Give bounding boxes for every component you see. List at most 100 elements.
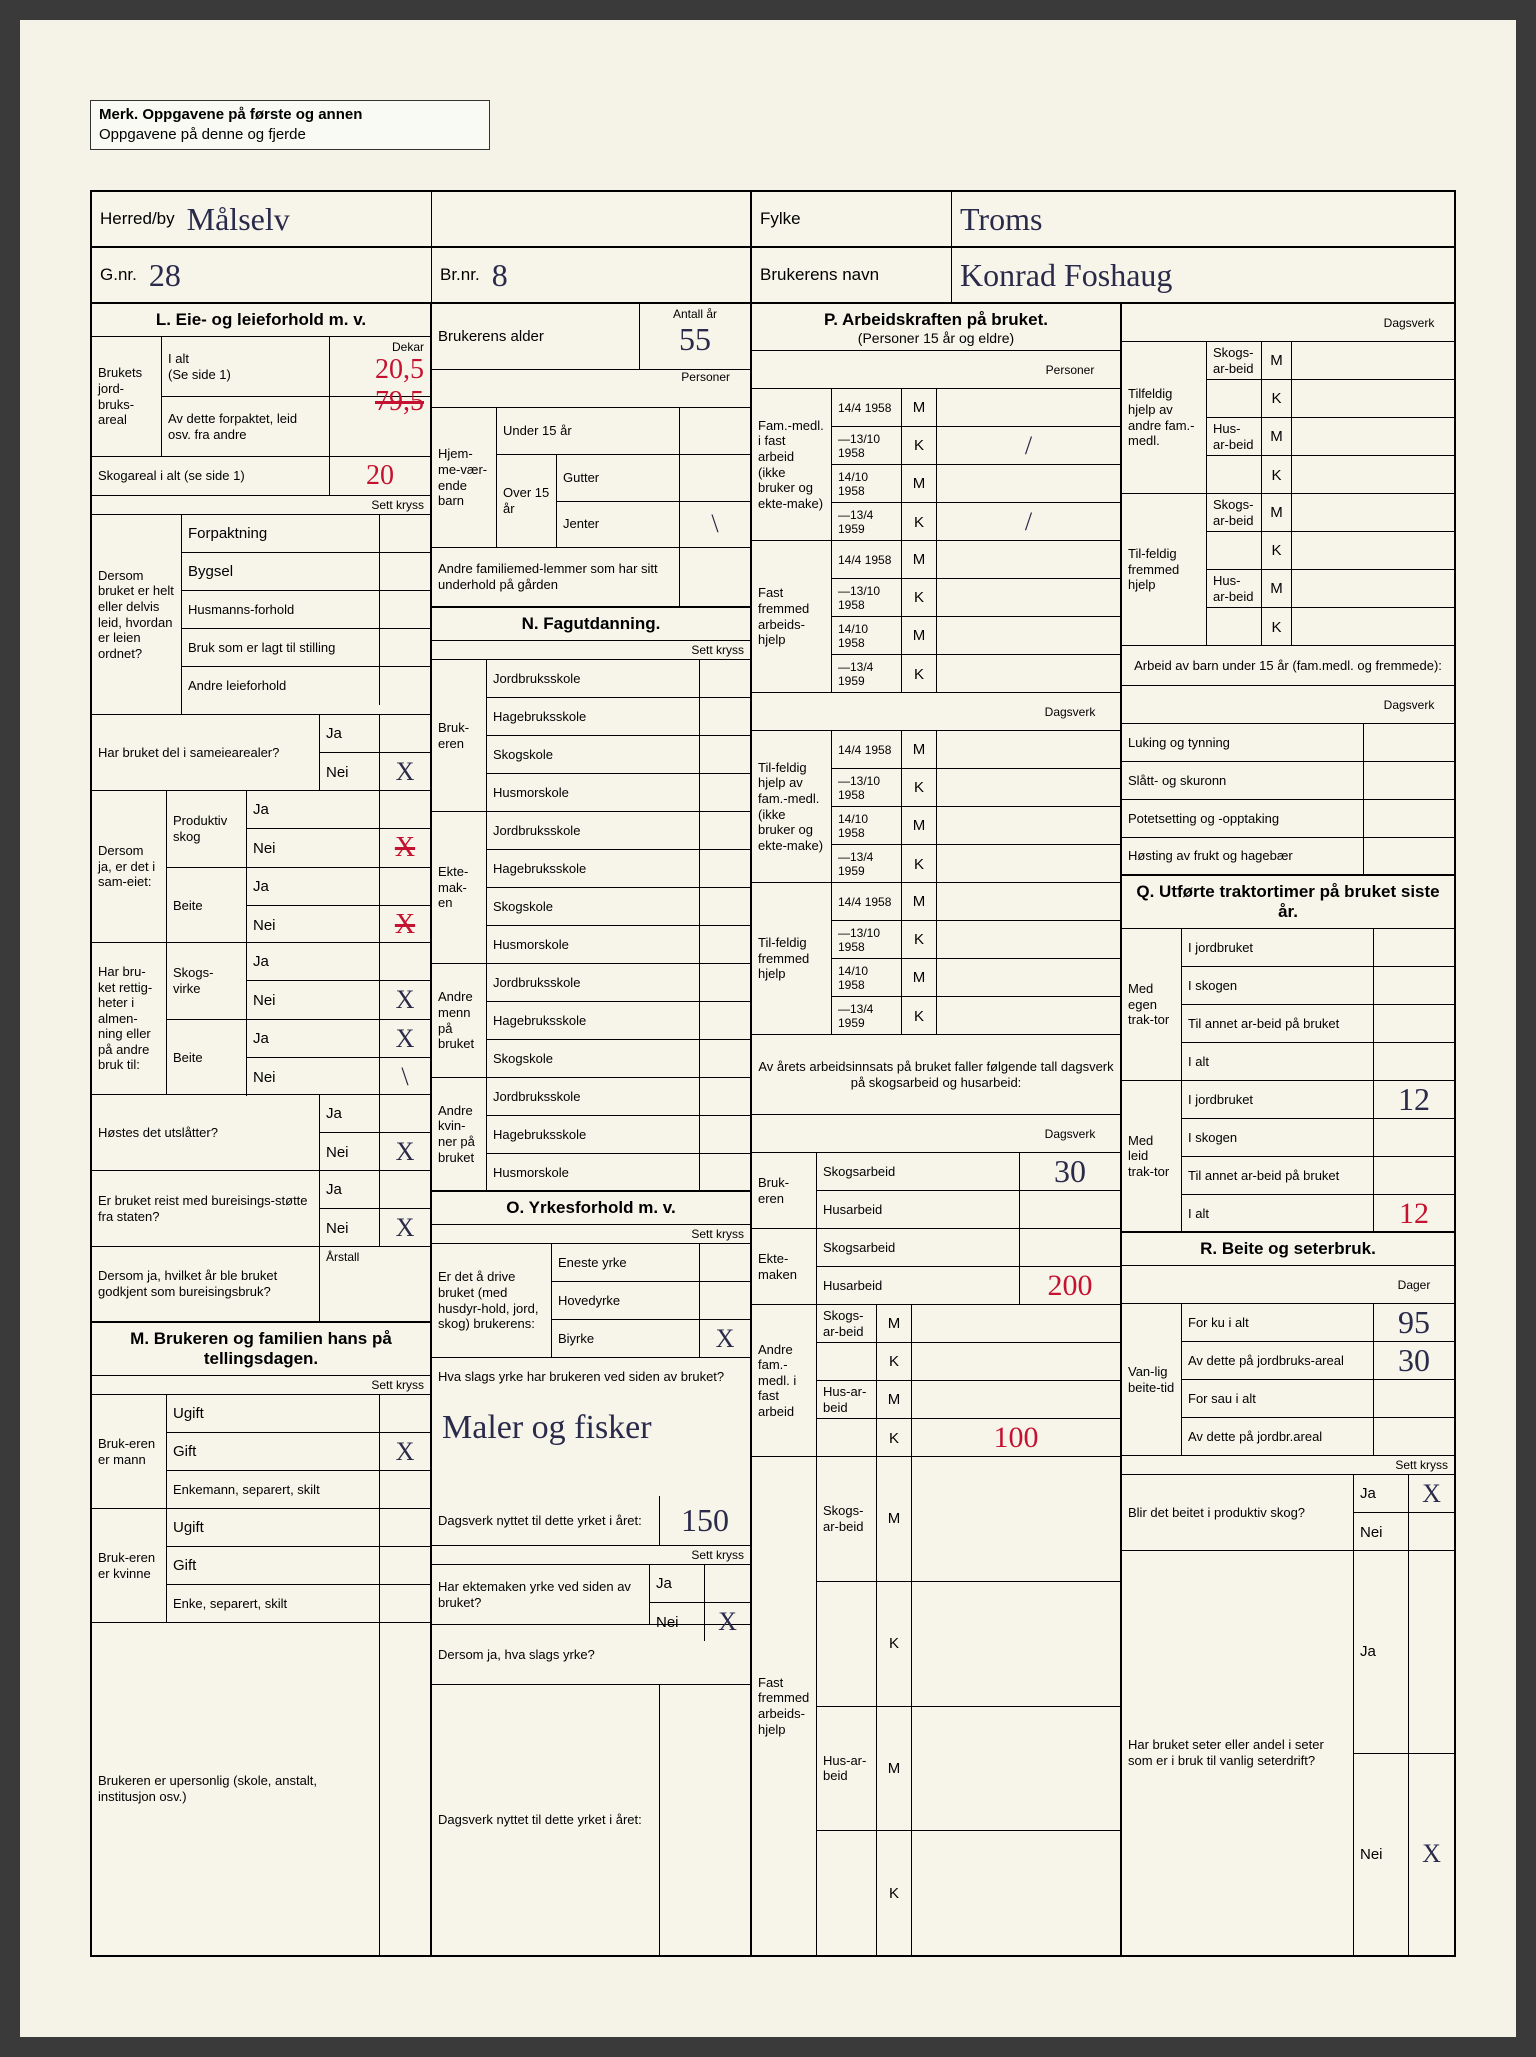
p-av-arets-label: Av årets arbeidsinnsats på bruket faller… — [752, 1035, 1120, 1114]
skogareal-label: Skogareal i alt (se side 1) — [92, 457, 330, 495]
p-hus: Husarbeid — [817, 1191, 1020, 1229]
p-hus3: Hus-ar-beid — [817, 1381, 877, 1418]
n-jord2: Jordbruksskole — [487, 812, 700, 849]
note-line1: Merk. Oppgavene på første og annen — [99, 106, 362, 123]
p-k10: K — [877, 1419, 912, 1457]
skogareal-row: Skogareal i alt (se side 1) 20 — [92, 457, 430, 496]
sett-kryss-l1: Sett kryss — [92, 496, 430, 515]
n-jord3: Jordbruksskole — [487, 964, 700, 1001]
p-personer: Personer — [1020, 351, 1120, 388]
n-ekte-row: Ekte-mak-en Jordbruksskole Hagebruksskol… — [432, 812, 750, 964]
avdette-label: Av dette forpaktet, leid osv. fra andre — [162, 397, 330, 456]
reist-row: Er bruket reist med bureisings-støtte fr… — [92, 1171, 430, 1247]
n-brukeren-row: Bruk-eren Jordbruksskole Hagebruksskole … — [432, 660, 750, 812]
p-k12: K — [877, 1831, 912, 1955]
p-fam-row: Fam.-medl. i fast arbeid (ikke bruker og… — [752, 389, 1120, 541]
r-avdette-sau: Av dette på jordbr.areal — [1182, 1418, 1374, 1456]
jenter: Jenter — [557, 502, 680, 548]
beite-nei-x: X — [395, 909, 415, 941]
reist-nei: Nei — [320, 1209, 380, 1247]
alder-row: Brukerens alder Antall år 55 — [432, 304, 750, 370]
p-bruk-row: Bruk-eren Skogsarbeid30 Husarbeid — [752, 1153, 1120, 1229]
sameie-ja: Ja — [320, 715, 380, 752]
o-biyrke: Biyrke — [552, 1320, 700, 1358]
dersom-ja: Dersom ja, er det i sam-eiet: — [92, 791, 167, 942]
r-seter-row: Har bruket seter eller andel i seter som… — [1122, 1551, 1454, 1955]
p-bruk: Bruk-eren — [752, 1153, 817, 1228]
column-l-m: L. Eie- og leieforhold m. v. Brukets jor… — [92, 304, 432, 1955]
har-del: Har bruket del i sameiearealer? — [92, 715, 320, 790]
herred-label: Herred/by — [100, 209, 175, 229]
personer-label: Personer — [681, 370, 730, 407]
p-slash1: / — [1025, 431, 1032, 461]
p-m2: M — [902, 465, 937, 502]
herred-value: Målselv — [187, 201, 290, 238]
p-d5: 14/4 1958 — [832, 541, 902, 578]
p-m6: M — [902, 807, 937, 844]
prod-nei: Nei — [247, 829, 380, 867]
p-hus2: Husarbeid — [817, 1267, 1020, 1305]
o-ekte-ja: Ja — [650, 1565, 705, 1602]
prod-ja: Ja — [247, 791, 380, 828]
p-k2: K — [902, 503, 937, 541]
q-jord2: I jordbruket — [1182, 1081, 1374, 1118]
n-kvinner: Andre kvin-ner på bruket — [432, 1078, 487, 1190]
p-k4: K — [902, 655, 937, 693]
skogsvirke: Skogs-virke — [167, 943, 247, 1019]
p-ekte-row: Ekte-maken Skogsarbeid Husarbeid200 — [752, 1229, 1120, 1305]
brnr-cell: Br.nr. 8 — [432, 248, 752, 302]
p-d4: —13/4 1959 — [832, 503, 902, 541]
hostes: Høstes det utslåtter? — [92, 1095, 320, 1170]
o-dagsverk-row: Dagsverk nyttet til dette yrket i året: … — [432, 1496, 750, 1546]
gnr-cell: G.nr. 28 — [92, 248, 432, 302]
kvinne-enke: Enke, separert, skilt — [167, 1585, 380, 1623]
p-ekte: Ekte-maken — [752, 1229, 817, 1304]
personer-header: Personer — [432, 370, 750, 408]
arstall-row: Dersom ja, hvilket år ble bruket godkjen… — [92, 1247, 430, 1323]
brnr-label: Br.nr. — [440, 265, 480, 285]
o-har-ekte: Har ektemaken yrke ved siden av bruket? — [432, 1565, 650, 1624]
section-l-title: L. Eie- og leieforhold m. v. — [92, 304, 430, 337]
p-tilf-fam-row: Til-feldig hjelp av fam.-medl. (ikke bru… — [752, 731, 1120, 883]
p-andre-hus-k: 100 — [994, 1421, 1039, 1455]
n-hus1: Husmorskole — [487, 774, 700, 812]
p-skogs2: Skogsarbeid — [817, 1229, 1020, 1266]
p-hus4: Hus-ar-beid — [817, 1707, 877, 1831]
note-tab: Merk. Oppgavene på første og annen Oppga… — [90, 100, 490, 150]
n-skog2: Skogskole — [487, 888, 700, 925]
har-rettig: Har bru-ket rettig-heter i almen-ning el… — [92, 943, 167, 1094]
hostes-ja: Ja — [320, 1095, 380, 1132]
andre-fam: Andre familiemed-lemmer som har sitt und… — [432, 548, 680, 606]
p-m3: M — [902, 541, 937, 578]
pr-m4: M — [1262, 570, 1292, 607]
p-d1: 14/4 1958 — [832, 389, 902, 426]
pr-slatt: Slått- og skuronn — [1122, 762, 1364, 799]
mann-gift-x: X — [396, 1437, 415, 1467]
p-m5: M — [902, 731, 937, 768]
o-dagsverk-label: Dagsverk nyttet til dette yrket i året: — [432, 1496, 660, 1545]
p-m7: M — [902, 883, 937, 920]
n-menn-row: Andre menn på bruket Jordbruksskole Hage… — [432, 964, 750, 1078]
kvinne-gift: Gift — [167, 1547, 380, 1584]
gutter: Gutter — [557, 455, 680, 501]
q-skog2: I skogen — [1182, 1119, 1374, 1156]
fylke-cell: Fylke — [752, 192, 952, 246]
sett-kryss-o2: Sett kryss — [432, 1546, 750, 1565]
r-seter-ja: Ja — [1354, 1551, 1409, 1753]
dekar-label: Dekar — [392, 340, 424, 354]
skogs-nei: Nei — [247, 981, 380, 1019]
n-hus2: Husmorskole — [487, 926, 700, 964]
r-ja: Ja — [1354, 1475, 1409, 1512]
p-d7: 14/10 1958 — [832, 617, 902, 654]
bruker-value: Konrad Foshaug — [960, 257, 1172, 294]
section-o-title: O. Yrkesforhold m. v. — [432, 1192, 750, 1225]
pr-tilf-andre-lbl: Tilfeldig hjelp av andre fam.-medl. — [1122, 342, 1207, 493]
r-seter-nei: Nei — [1354, 1754, 1409, 1956]
beite2-nei: Nei — [247, 1058, 380, 1096]
bruk-som: Bruk som er lagt til stilling — [182, 629, 380, 666]
upersonlig-row: Brukeren er upersonlig (skole, anstalt, … — [92, 1623, 430, 1955]
o-hoved: Hovedyrke — [552, 1282, 700, 1319]
n-hage1: Hagebruksskole — [487, 698, 700, 735]
beite-ja: Ja — [247, 868, 380, 905]
r-vanlig: Van-lig beite-tid — [1122, 1304, 1182, 1455]
